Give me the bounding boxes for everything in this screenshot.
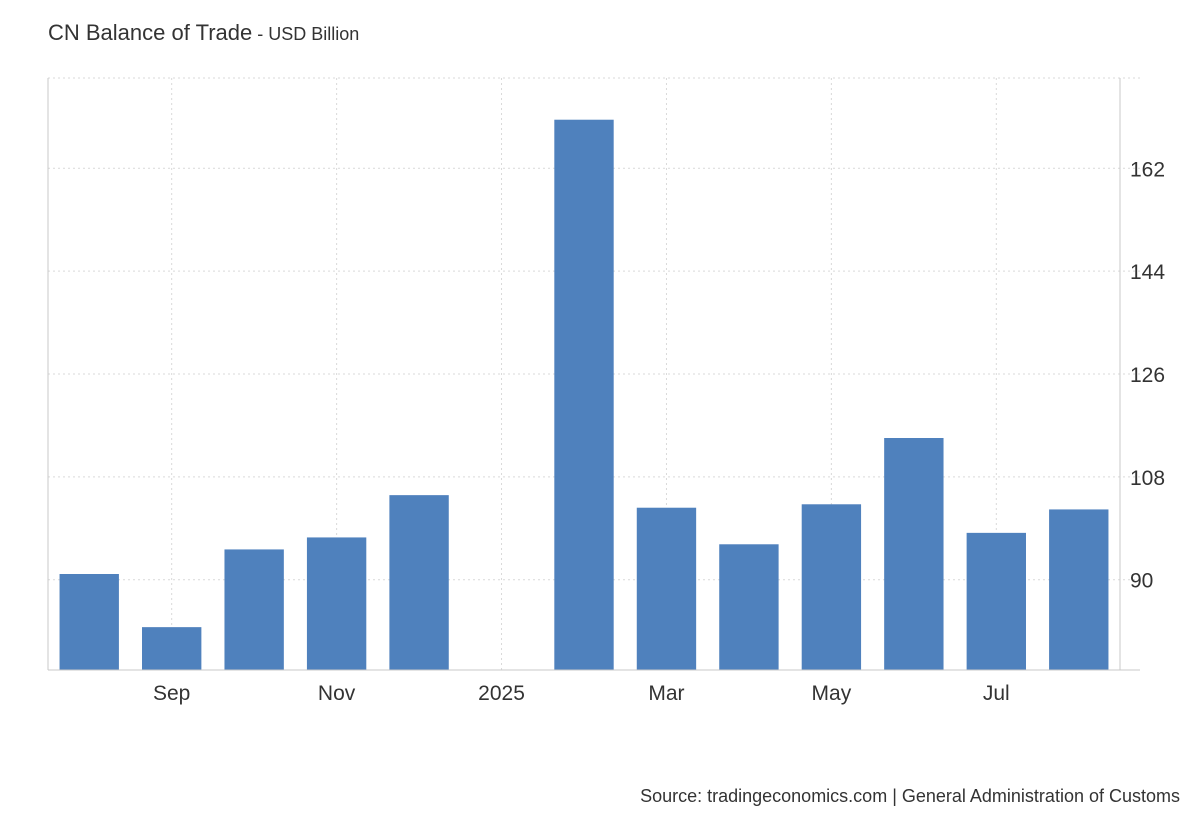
y-tick-label-162: 162 [1130, 158, 1165, 181]
tick-labels: 90 108 126 144 162 Sep Nov 2025 Mar May Jul [153, 158, 1165, 705]
y-tick-label-144: 144 [1130, 261, 1165, 284]
title-text: CN Balance of Trade [48, 20, 253, 45]
x-tick-label-Sep: Sep [153, 682, 190, 705]
bar-9 [801, 504, 862, 670]
source-note: Source: tradingeconomics.com | General A… [640, 786, 1180, 806]
y-tick-label-90: 90 [1130, 570, 1153, 593]
bar-3 [306, 537, 367, 670]
x-tick-label-Nov: Nov [318, 682, 356, 705]
chart-subtitle: USD Billion [268, 24, 360, 44]
bar-12 [1049, 509, 1109, 670]
bar-4 [389, 495, 449, 670]
bar-8 [719, 544, 779, 670]
bar-1 [142, 627, 202, 670]
x-tick-label-May: May [812, 682, 852, 705]
bar-10 [884, 438, 944, 670]
bar-0 [59, 574, 119, 670]
subtitle-separator: - [252, 24, 269, 44]
x-tick-label-Jul: Jul [983, 682, 1010, 705]
bar-7 [636, 507, 697, 670]
bar-6 [554, 119, 614, 670]
bar-11 [966, 532, 1026, 670]
y-tick-label-126: 126 [1130, 364, 1165, 387]
bars [59, 119, 1109, 670]
bar-2 [224, 549, 284, 670]
y-tick-label-108: 108 [1130, 467, 1165, 490]
chart-title: CN Balance of Trade - USD Billion [48, 20, 359, 46]
x-tick-label-2025: 2025 [478, 682, 525, 705]
x-tick-label-Mar: Mar [648, 682, 684, 705]
axes [47, 78, 1140, 671]
